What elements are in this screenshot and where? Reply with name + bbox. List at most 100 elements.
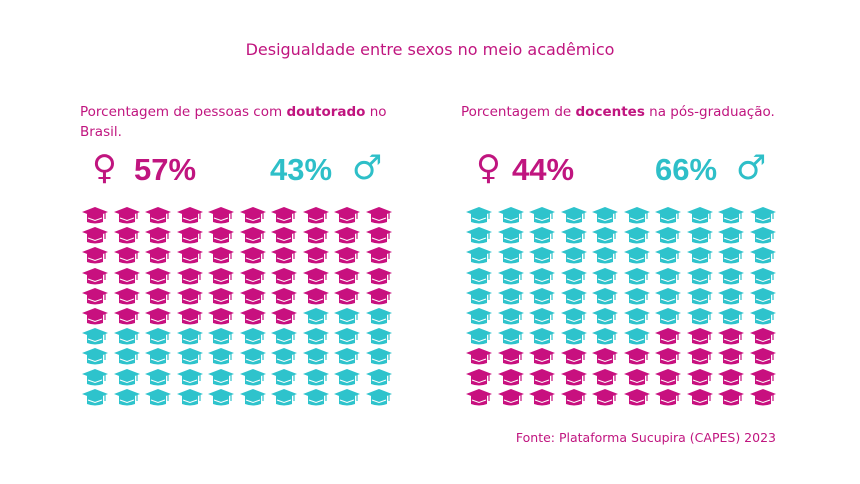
graduation-cap-icon-male: [529, 328, 555, 345]
graduation-cap-icon-male: [655, 247, 681, 264]
graduation-cap-icon-male: [655, 287, 681, 305]
graduation-cap-icon-female: [365, 227, 392, 244]
graduation-cap-icon-female: [466, 368, 492, 385]
graduation-cap-icon-male: [560, 328, 587, 345]
graduation-cap-icon-male: [560, 287, 587, 305]
graduation-cap-icon-female: [718, 368, 744, 385]
graduation-cap-icon-male: [623, 307, 650, 325]
graduation-cap-icon-female: [271, 267, 297, 285]
graduation-cap-icon-male: [686, 227, 713, 244]
graduation-cap-icon-male: [686, 267, 713, 285]
graduation-cap-icon-female: [365, 247, 392, 264]
graduation-cap-icon-female: [623, 348, 650, 365]
graduation-cap-icon-male: [497, 247, 524, 264]
graduation-cap-icon-male: [271, 388, 297, 406]
graduation-cap-icon-male: [529, 247, 555, 264]
graduation-cap-icon-male: [749, 267, 776, 285]
graduation-cap-icon-female: [497, 388, 524, 406]
graduation-cap-icon-male: [623, 328, 650, 345]
graduation-cap-icon-female: [529, 388, 555, 406]
left-male-percent: 43%: [270, 152, 333, 187]
graduation-cap-icon-female: [334, 287, 360, 305]
graduation-cap-icon-male: [592, 247, 618, 264]
graduation-cap-icon-female: [686, 368, 713, 385]
graduation-cap-icon-female: [592, 348, 618, 365]
graduation-cap-icon-male: [655, 307, 681, 325]
graduation-cap-icon-male: [334, 368, 360, 385]
female-symbol-icon: ♀: [476, 148, 501, 188]
graduation-cap-icon-male: [239, 388, 266, 406]
graduation-cap-icon-female: [365, 287, 392, 305]
graduation-cap-icon-female: [686, 348, 713, 365]
page-title: Desigualdade entre sexos no meio acadêmi…: [245, 40, 615, 59]
graduation-cap-icon-female: [145, 307, 171, 325]
graduation-cap-icon-male: [686, 307, 713, 325]
graduation-cap-icon-female: [208, 227, 234, 244]
graduation-cap-icon-female: [560, 368, 587, 385]
graduation-cap-icon-male: [82, 328, 108, 345]
graduation-cap-icon-female: [113, 227, 140, 244]
left-subtitle-end: no Brasil.: [80, 104, 387, 140]
graduation-cap-icon-female: [176, 207, 203, 224]
graduation-cap-icon-male: [302, 368, 329, 385]
graduation-cap-icon-male: [466, 328, 492, 345]
graduation-cap-icon-male: [655, 207, 681, 224]
graduation-cap-icon-male: [365, 307, 392, 325]
graduation-cap-icon-female: [334, 247, 360, 264]
right-female-percent: 44%: [512, 152, 575, 187]
graduation-cap-icon-female: [302, 227, 329, 244]
graduation-cap-icon-male: [497, 328, 524, 345]
graduation-cap-icon-female: [623, 368, 650, 385]
graduation-cap-icon-female: [686, 388, 713, 406]
graduation-cap-icon-male: [302, 307, 329, 325]
graduation-cap-icon-male: [592, 328, 618, 345]
right-male-percent: 66%: [655, 152, 718, 187]
graduation-cap-icon-male: [497, 227, 524, 244]
right-subtitle-bold: docentes: [575, 104, 645, 120]
graduation-cap-icon-female: [208, 267, 234, 285]
graduation-cap-icon-male: [208, 388, 234, 406]
graduation-cap-icon-male: [560, 227, 587, 244]
graduation-cap-icon-male: [176, 388, 203, 406]
graduation-cap-icon-female: [113, 267, 140, 285]
graduation-cap-icon-male: [466, 287, 492, 305]
graduation-cap-icon-male: [365, 388, 392, 406]
graduation-cap-icon-female: [686, 328, 713, 345]
graduation-cap-icon-female: [560, 388, 587, 406]
graduation-cap-icon-female: [466, 348, 492, 365]
graduation-cap-icon-male: [592, 207, 618, 224]
graduation-cap-icon-male: [113, 328, 140, 345]
graduation-cap-icon-male: [560, 267, 587, 285]
graduation-cap-icon-male: [113, 368, 140, 385]
graduation-cap-icon-female: [82, 227, 108, 244]
graduation-cap-icon-male: [208, 348, 234, 365]
graduation-cap-icon-male: [529, 207, 555, 224]
graduation-cap-icon-female: [302, 207, 329, 224]
graduation-cap-icon-female: [208, 207, 234, 224]
graduation-cap-icon-male: [271, 368, 297, 385]
graduation-cap-icon-female: [334, 207, 360, 224]
graduation-cap-icon-male: [145, 388, 171, 406]
graduation-cap-icon-male: [365, 348, 392, 365]
graduation-cap-icon-male: [466, 207, 492, 224]
graduation-cap-icon-male: [623, 207, 650, 224]
graduation-cap-icon-female: [271, 227, 297, 244]
graduation-cap-icon-female: [334, 267, 360, 285]
graduation-cap-icon-male: [718, 207, 744, 224]
graduation-cap-icon-female: [718, 348, 744, 365]
graduation-cap-icon-male: [718, 247, 744, 264]
graduation-cap-icon-female: [145, 267, 171, 285]
left-waffle-chart: [81, 206, 396, 408]
graduation-cap-icon-male: [466, 247, 492, 264]
graduation-cap-icon-female: [497, 368, 524, 385]
graduation-cap-icon-male: [749, 247, 776, 264]
graduation-cap-icon-male: [334, 348, 360, 365]
graduation-cap-icon-female: [655, 328, 681, 345]
graduation-cap-icon-male: [497, 207, 524, 224]
graduation-cap-icon-female: [176, 247, 203, 264]
graduation-cap-icon-female: [239, 247, 266, 264]
graduation-cap-icon-male: [466, 267, 492, 285]
graduation-cap-icon-female: [655, 388, 681, 406]
graduation-cap-icon-female: [271, 247, 297, 264]
male-symbol-icon: ♂: [352, 148, 383, 188]
